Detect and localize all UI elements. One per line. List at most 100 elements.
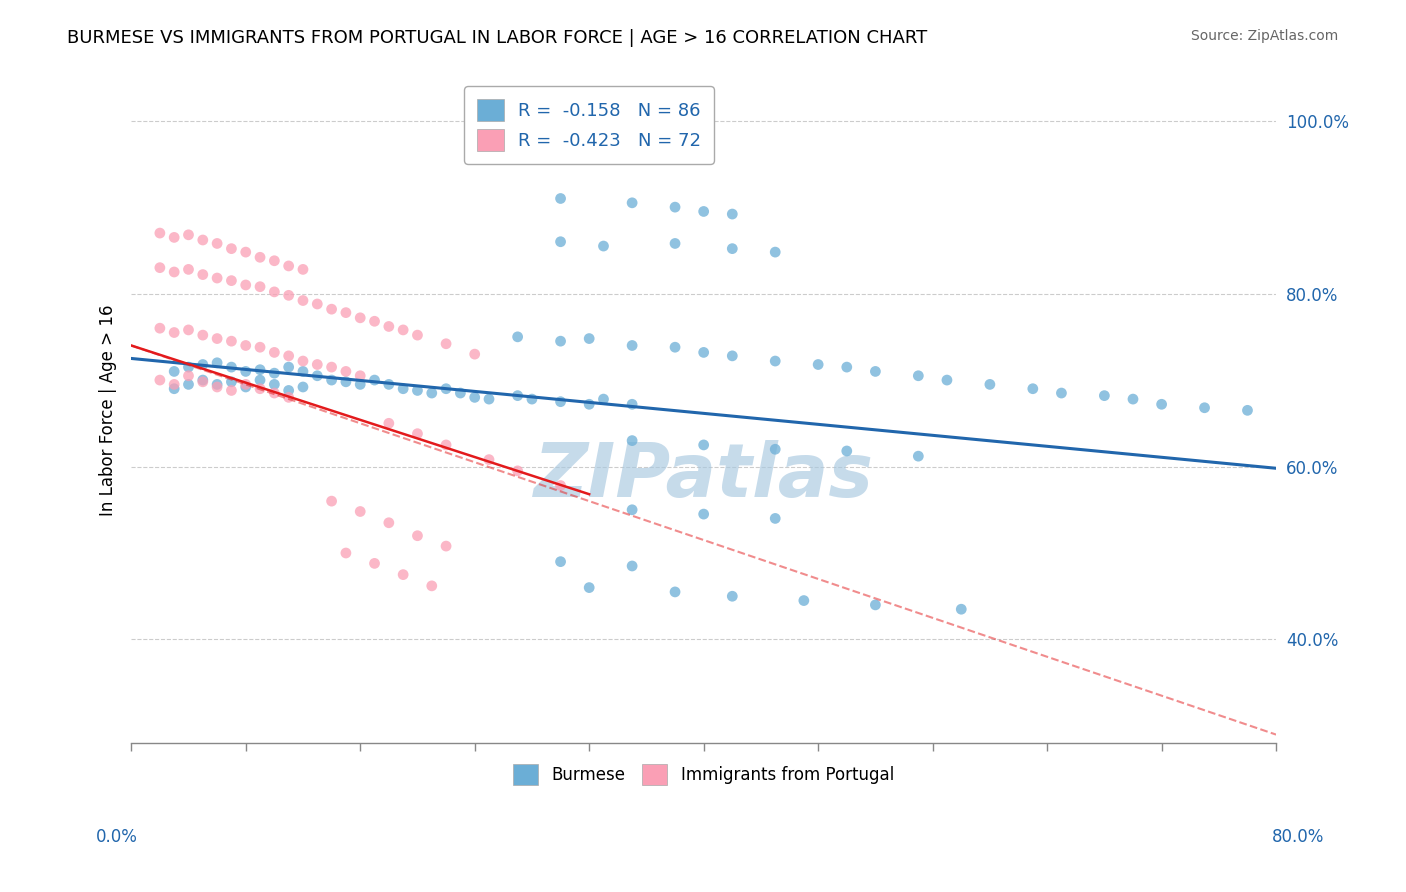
Point	[664, 340, 686, 354]
Point	[249, 340, 271, 354]
Point	[205, 271, 228, 285]
Point	[221, 384, 243, 398]
Point	[434, 382, 457, 396]
Point	[263, 377, 285, 392]
Point	[420, 579, 443, 593]
Point	[550, 235, 572, 249]
Point	[191, 233, 214, 247]
Point	[321, 494, 343, 508]
Point	[277, 384, 299, 398]
Point	[249, 382, 271, 396]
Point	[307, 297, 329, 311]
Point	[621, 338, 644, 352]
Point	[1194, 401, 1216, 415]
Point	[191, 373, 214, 387]
Point	[449, 386, 471, 401]
Point	[149, 260, 172, 275]
Point	[378, 377, 401, 392]
Point	[277, 259, 299, 273]
Point	[550, 192, 572, 206]
Point	[520, 392, 543, 406]
Point	[149, 226, 172, 240]
Point	[307, 368, 329, 383]
Point	[205, 356, 228, 370]
Text: Source: ZipAtlas.com: Source: ZipAtlas.com	[1191, 29, 1339, 43]
Point	[378, 417, 401, 431]
Point	[550, 478, 572, 492]
Point	[335, 364, 357, 378]
Point	[392, 382, 415, 396]
Text: ZIPatlas: ZIPatlas	[534, 441, 873, 514]
Point	[793, 593, 815, 607]
Point	[664, 236, 686, 251]
Point	[163, 230, 186, 244]
Point	[363, 314, 385, 328]
Point	[664, 200, 686, 214]
Point	[177, 227, 200, 242]
Point	[277, 360, 299, 375]
Point	[763, 442, 786, 457]
Point	[835, 360, 858, 375]
Text: BURMESE VS IMMIGRANTS FROM PORTUGAL IN LABOR FORCE | AGE > 16 CORRELATION CHART: BURMESE VS IMMIGRANTS FROM PORTUGAL IN L…	[67, 29, 928, 46]
Point	[1050, 386, 1073, 401]
Point	[621, 502, 644, 516]
Point	[349, 504, 371, 518]
Point	[578, 332, 600, 346]
Point	[307, 358, 329, 372]
Point	[321, 302, 343, 317]
Point	[177, 262, 200, 277]
Point	[249, 279, 271, 293]
Point	[263, 386, 285, 401]
Point	[835, 444, 858, 458]
Point	[221, 274, 243, 288]
Point	[721, 242, 744, 256]
Point	[291, 380, 314, 394]
Legend: Burmese, Immigrants from Portugal: Burmese, Immigrants from Portugal	[503, 755, 904, 795]
Point	[277, 390, 299, 404]
Point	[363, 557, 385, 571]
Text: 80.0%: 80.0%	[1272, 828, 1324, 846]
Point	[321, 373, 343, 387]
Point	[163, 265, 186, 279]
Point	[321, 360, 343, 375]
Point	[865, 364, 887, 378]
Point	[950, 602, 973, 616]
Point	[434, 438, 457, 452]
Point	[191, 268, 214, 282]
Point	[464, 347, 486, 361]
Point	[363, 373, 385, 387]
Point	[335, 546, 357, 560]
Point	[979, 377, 1001, 392]
Point	[378, 516, 401, 530]
Point	[907, 449, 929, 463]
Point	[692, 345, 714, 359]
Point	[205, 332, 228, 346]
Point	[191, 375, 214, 389]
Point	[506, 330, 529, 344]
Point	[249, 362, 271, 376]
Point	[221, 375, 243, 389]
Point	[277, 349, 299, 363]
Point	[163, 364, 186, 378]
Point	[291, 293, 314, 308]
Point	[349, 310, 371, 325]
Point	[621, 195, 644, 210]
Point	[335, 375, 357, 389]
Point	[378, 319, 401, 334]
Point	[177, 360, 200, 375]
Point	[221, 242, 243, 256]
Point	[763, 245, 786, 260]
Point	[578, 397, 600, 411]
Point	[478, 452, 501, 467]
Point	[721, 589, 744, 603]
Point	[249, 373, 271, 387]
Point	[205, 380, 228, 394]
Point	[205, 377, 228, 392]
Point	[621, 559, 644, 574]
Point	[592, 239, 614, 253]
Point	[406, 529, 429, 543]
Point	[1122, 392, 1144, 406]
Point	[763, 511, 786, 525]
Text: 0.0%: 0.0%	[96, 828, 138, 846]
Point	[936, 373, 959, 387]
